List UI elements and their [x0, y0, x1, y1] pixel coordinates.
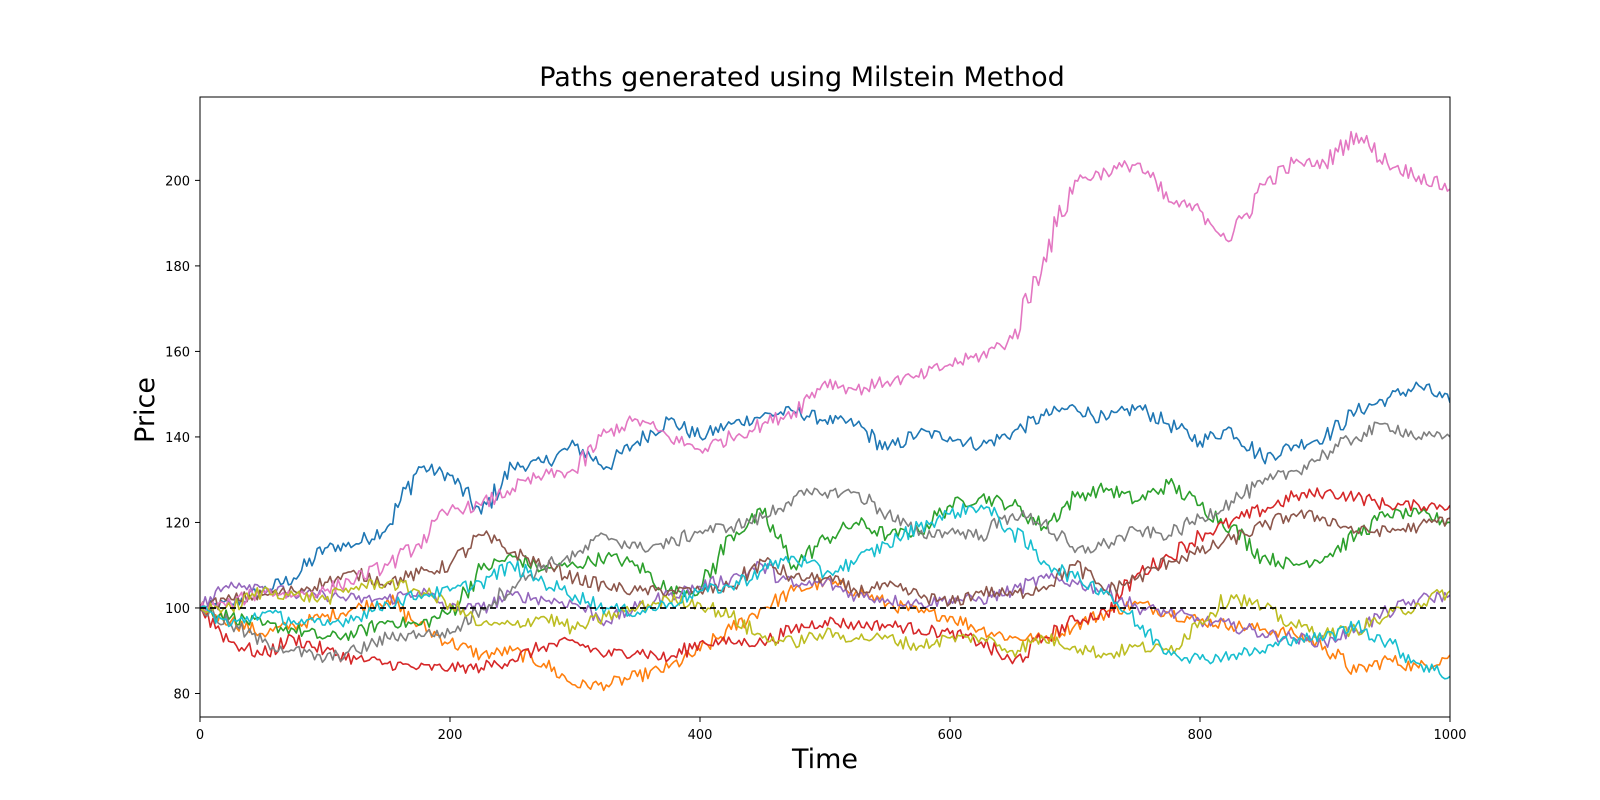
x-axis-ticks: 0 200 400 600 800 1000 [196, 717, 1467, 743]
x-tick-label: 800 [1188, 728, 1213, 743]
series-line-6 [200, 509, 1450, 613]
series-line-10 [200, 503, 1450, 680]
y-tick-label: 80 [173, 687, 190, 702]
series-line-3 [200, 477, 1450, 642]
x-axis-label: Time [791, 744, 858, 775]
series-line-7 [200, 130, 1450, 614]
x-tick-label: 0 [196, 728, 204, 743]
y-tick-label: 100 [165, 602, 190, 617]
y-axis-label: Price [130, 377, 161, 443]
y-tick-label: 140 [165, 431, 190, 446]
series-line-4 [200, 487, 1450, 674]
y-tick-label: 180 [165, 260, 190, 275]
y-tick-label: 160 [165, 345, 190, 360]
series-line-9 [200, 578, 1450, 659]
y-axis-ticks: 80 100 120 140 160 180 200 [165, 174, 200, 702]
series-line-8 [200, 421, 1450, 664]
x-tick-label: 200 [438, 728, 463, 743]
chart-title: Paths generated using Milstein Method [539, 62, 1065, 93]
series-line-1 [200, 381, 1450, 611]
y-tick-label: 120 [165, 516, 190, 531]
y-tick-label: 200 [165, 174, 190, 189]
series-layer [200, 130, 1450, 692]
plot-frame [199, 96, 1451, 718]
x-tick-label: 600 [938, 728, 963, 743]
x-tick-label: 1000 [1433, 728, 1466, 743]
x-tick-label: 400 [688, 728, 713, 743]
